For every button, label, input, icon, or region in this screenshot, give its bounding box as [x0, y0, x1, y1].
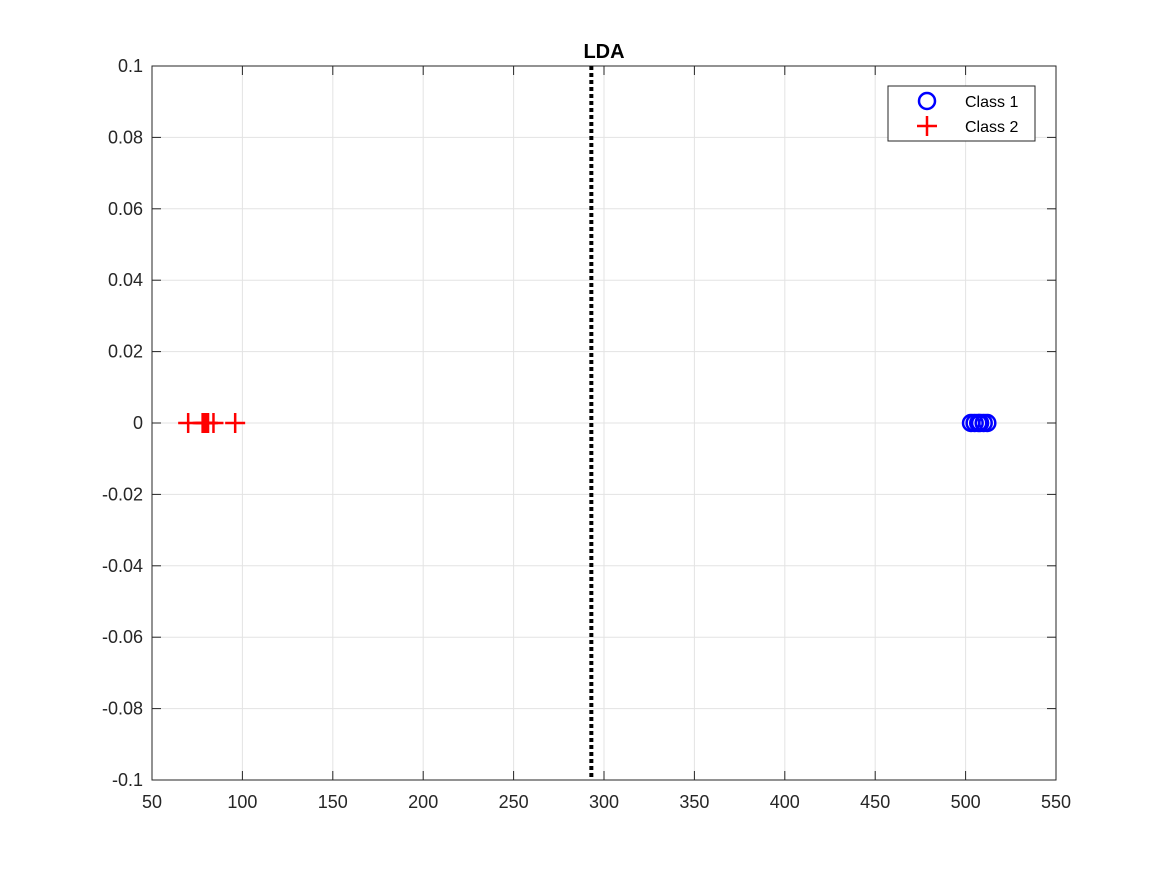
x-tick-label: 100	[227, 792, 257, 812]
x-tick-label: 350	[679, 792, 709, 812]
y-tick-label: 0	[133, 413, 143, 433]
legend-class1-label: Class 1	[965, 94, 1018, 111]
class2-point	[225, 413, 246, 433]
y-tick-labels: -0.1 -0.08 -0.06 -0.04 -0.02 0 0.02 0.04 0.06 0.0…	[102, 56, 143, 790]
x-tick-label: 50	[142, 792, 162, 812]
x-tick-label: 550	[1041, 792, 1071, 812]
y-tick-label: -0.06	[102, 627, 143, 647]
y-tick-label: -0.1	[112, 770, 143, 790]
x-tick-label: 400	[770, 792, 800, 812]
chart-title: LDA	[583, 41, 624, 63]
legend-class2-marker	[917, 116, 937, 136]
y-tick-label: -0.04	[102, 556, 143, 576]
legend-box	[887, 85, 1036, 142]
class2-point	[203, 413, 224, 433]
y-tick-label: -0.08	[102, 699, 143, 719]
class1-point	[978, 413, 997, 433]
data-points	[178, 413, 997, 433]
y-tick-label: 0.02	[108, 342, 143, 362]
y-tick-label: -0.02	[102, 484, 143, 504]
y-tick-label: 0.06	[108, 199, 143, 219]
axis-ticks	[151, 65, 1057, 781]
x-tick-label: 200	[408, 792, 438, 812]
x-tick-label: 450	[860, 792, 890, 812]
y-tick-label: 0.1	[118, 56, 143, 76]
legend-class2-label: Class 2	[965, 119, 1018, 136]
legend: Class 1 Class 2	[887, 85, 1036, 142]
x-tick-labels: 50 100 150 200 250 300 350 400 450 500 550	[142, 792, 1071, 812]
legend-class1-marker	[917, 91, 937, 111]
x-tick-label: 250	[499, 792, 529, 812]
x-tick-label: 300	[589, 792, 619, 812]
x-tick-label: 500	[951, 792, 981, 812]
x-tick-label: 150	[318, 792, 348, 812]
y-tick-label: 0.04	[108, 270, 143, 290]
y-tick-label: 0.08	[108, 127, 143, 147]
